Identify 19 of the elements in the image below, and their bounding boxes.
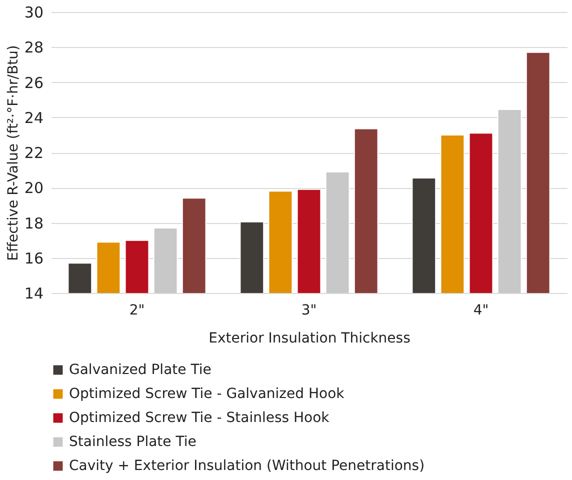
y-tick-label: 28 — [24, 38, 44, 57]
legend-label: Galvanized Plate Tie — [69, 362, 212, 378]
legend-label: Optimized Screw Tie - Stainless Hook — [69, 410, 330, 426]
y-axis-title: Effective R-Value (ft²·°F·hr/Btu) — [5, 45, 22, 261]
y-tick-label: 22 — [24, 144, 44, 162]
x-tick-label: 3" — [301, 302, 317, 318]
y-tick-label: 14 — [24, 284, 44, 302]
x-tick-label: 2" — [129, 302, 145, 318]
legend-label: Optimized Screw Tie - Galvanized Hook — [69, 386, 346, 402]
legend-label: Stainless Plate Tie — [69, 434, 196, 450]
legend-label: Cavity + Exterior Insulation (Without Penetrations) — [69, 458, 425, 474]
y-tick-label: 18 — [24, 214, 44, 232]
y-tick-label: 20 — [24, 179, 44, 198]
x-tick-label: 4" — [473, 302, 489, 318]
y-tick-label: 24 — [24, 108, 44, 127]
y-tick-label: 30 — [24, 4, 44, 22]
y-tick-label: 26 — [24, 74, 44, 92]
y-tick-label: 16 — [24, 249, 44, 268]
x-axis-title: Exterior Insulation Thickness — [208, 330, 410, 346]
